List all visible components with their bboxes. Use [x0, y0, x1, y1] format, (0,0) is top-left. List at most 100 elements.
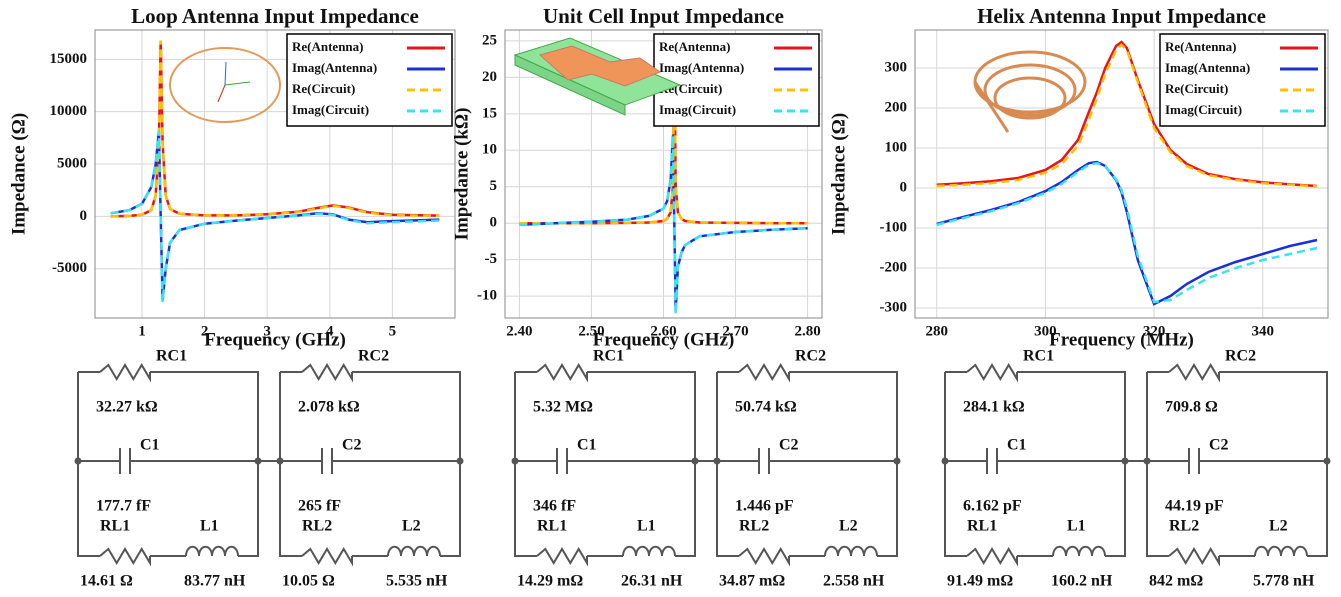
l-label: L2: [402, 518, 421, 535]
l-label: L1: [1067, 518, 1086, 535]
resistor: [536, 363, 588, 383]
resistor: [738, 547, 790, 567]
y-tick-label: 15: [482, 105, 497, 121]
c-value: 44.19 pF: [1165, 498, 1224, 515]
rl-label: RL1: [100, 518, 130, 535]
rl-label: RL2: [739, 518, 769, 535]
node: [511, 457, 519, 465]
resistor: [966, 363, 1018, 383]
plot-frame: [914, 29, 1329, 319]
x-tick-label: 340: [1252, 323, 1275, 339]
insets: [169, 37, 1087, 133]
legend-label: Re(Antenna): [659, 39, 731, 54]
resistor: [738, 363, 790, 383]
legend-label: Imag(Circuit): [1165, 102, 1242, 117]
rl-value: 34.87 mΩ: [719, 573, 785, 590]
chart-title: Loop Antenna Input Impedance: [131, 4, 419, 28]
l-value: 2.558 nH: [823, 573, 885, 590]
l-label: L1: [200, 518, 219, 535]
rl-value: 842 mΩ: [1149, 573, 1203, 590]
y-tick-label: -5: [485, 251, 498, 267]
legend-label: Imag(Antenna): [292, 60, 377, 75]
c-label: C2: [1209, 437, 1229, 454]
l-label: L2: [1269, 518, 1288, 535]
y-tick-label: 5: [490, 178, 498, 194]
rc-label: RC1: [593, 348, 624, 365]
c-label: C2: [342, 437, 362, 454]
c-value: 346 fF: [533, 498, 576, 515]
x-tick-label: 2.50: [578, 323, 604, 339]
inductor: [387, 545, 441, 557]
capacitor-gap: [987, 458, 997, 464]
x-tick-label: 4: [326, 323, 334, 339]
wire: [944, 371, 1126, 557]
series-line: [110, 40, 440, 218]
y-tick-label: 10000: [50, 103, 88, 119]
y-axis-label: Impedance (kΩ): [451, 108, 472, 241]
capacitor-gap: [120, 458, 130, 464]
x-tick-label: 2: [201, 323, 209, 339]
rc-label: RC1: [156, 348, 187, 365]
l-value: 5.535 nH: [386, 573, 448, 590]
legend-label: Imag(Circuit): [292, 102, 369, 117]
legend-label: Re(Circuit): [292, 81, 355, 96]
chart-title: Helix Antenna Input Impedance: [977, 4, 1266, 28]
y-tick-label: -300: [880, 299, 908, 315]
l-value: 5.778 nH: [1253, 573, 1315, 590]
inset-axis: [217, 84, 226, 103]
resistor: [536, 547, 588, 567]
series-line: [936, 160, 1318, 306]
rl-label: RL1: [967, 518, 997, 535]
l-label: L1: [637, 518, 656, 535]
rc-label: RC2: [358, 348, 389, 365]
helix-inset: [973, 50, 1087, 133]
rc-label: RC2: [795, 348, 826, 365]
x-axis-label: Frequency (MHz): [1049, 329, 1194, 350]
node: [1323, 457, 1331, 465]
x-tick-label: 2.80: [794, 323, 820, 339]
wire: [279, 371, 461, 557]
wire: [1146, 371, 1328, 557]
legend-label: Re(Circuit): [1165, 81, 1228, 96]
y-axis-label: Impedance (Ω): [8, 113, 29, 235]
series-line: [936, 43, 1318, 188]
c-label: C1: [577, 437, 597, 454]
inductor: [1052, 545, 1106, 557]
legend-label: Re(Antenna): [292, 39, 364, 54]
y-tick-label: -5000: [52, 260, 87, 276]
c-value: 6.162 pF: [963, 498, 1022, 515]
series-line: [936, 161, 1318, 304]
node: [691, 457, 699, 465]
y-tick-label: 0: [490, 215, 498, 231]
wire: [716, 371, 898, 557]
l-label: L2: [839, 518, 858, 535]
resistor: [301, 363, 353, 383]
inductor: [185, 545, 239, 557]
c-label: C1: [1007, 437, 1027, 454]
rc-value: 5.32 MΩ: [533, 399, 593, 416]
series-line: [110, 130, 440, 303]
chart-title: Unit Cell Input Impedance: [543, 4, 784, 28]
node: [254, 457, 262, 465]
rl-label: RL2: [302, 518, 332, 535]
node: [941, 457, 949, 465]
series-line: [936, 40, 1318, 188]
capacitor-gap: [557, 458, 567, 464]
c-label: C2: [779, 437, 799, 454]
c-value: 265 fF: [298, 498, 341, 515]
inset-axis: [224, 81, 251, 86]
y-tick-label: 300: [885, 59, 908, 75]
plot-frame: [94, 29, 456, 319]
node: [893, 457, 901, 465]
x-tick-label: 2.60: [650, 323, 676, 339]
rc-label: RC1: [1023, 348, 1054, 365]
c-label: C1: [140, 437, 160, 454]
plot-frame: [504, 29, 823, 319]
unit-cell-inset: [514, 54, 626, 116]
rl-value: 10.05 Ω: [282, 573, 335, 590]
x-tick-label: 280: [925, 323, 948, 339]
resistor: [966, 547, 1018, 567]
inductor: [1254, 545, 1308, 557]
rc-value: 32.27 kΩ: [96, 399, 158, 416]
